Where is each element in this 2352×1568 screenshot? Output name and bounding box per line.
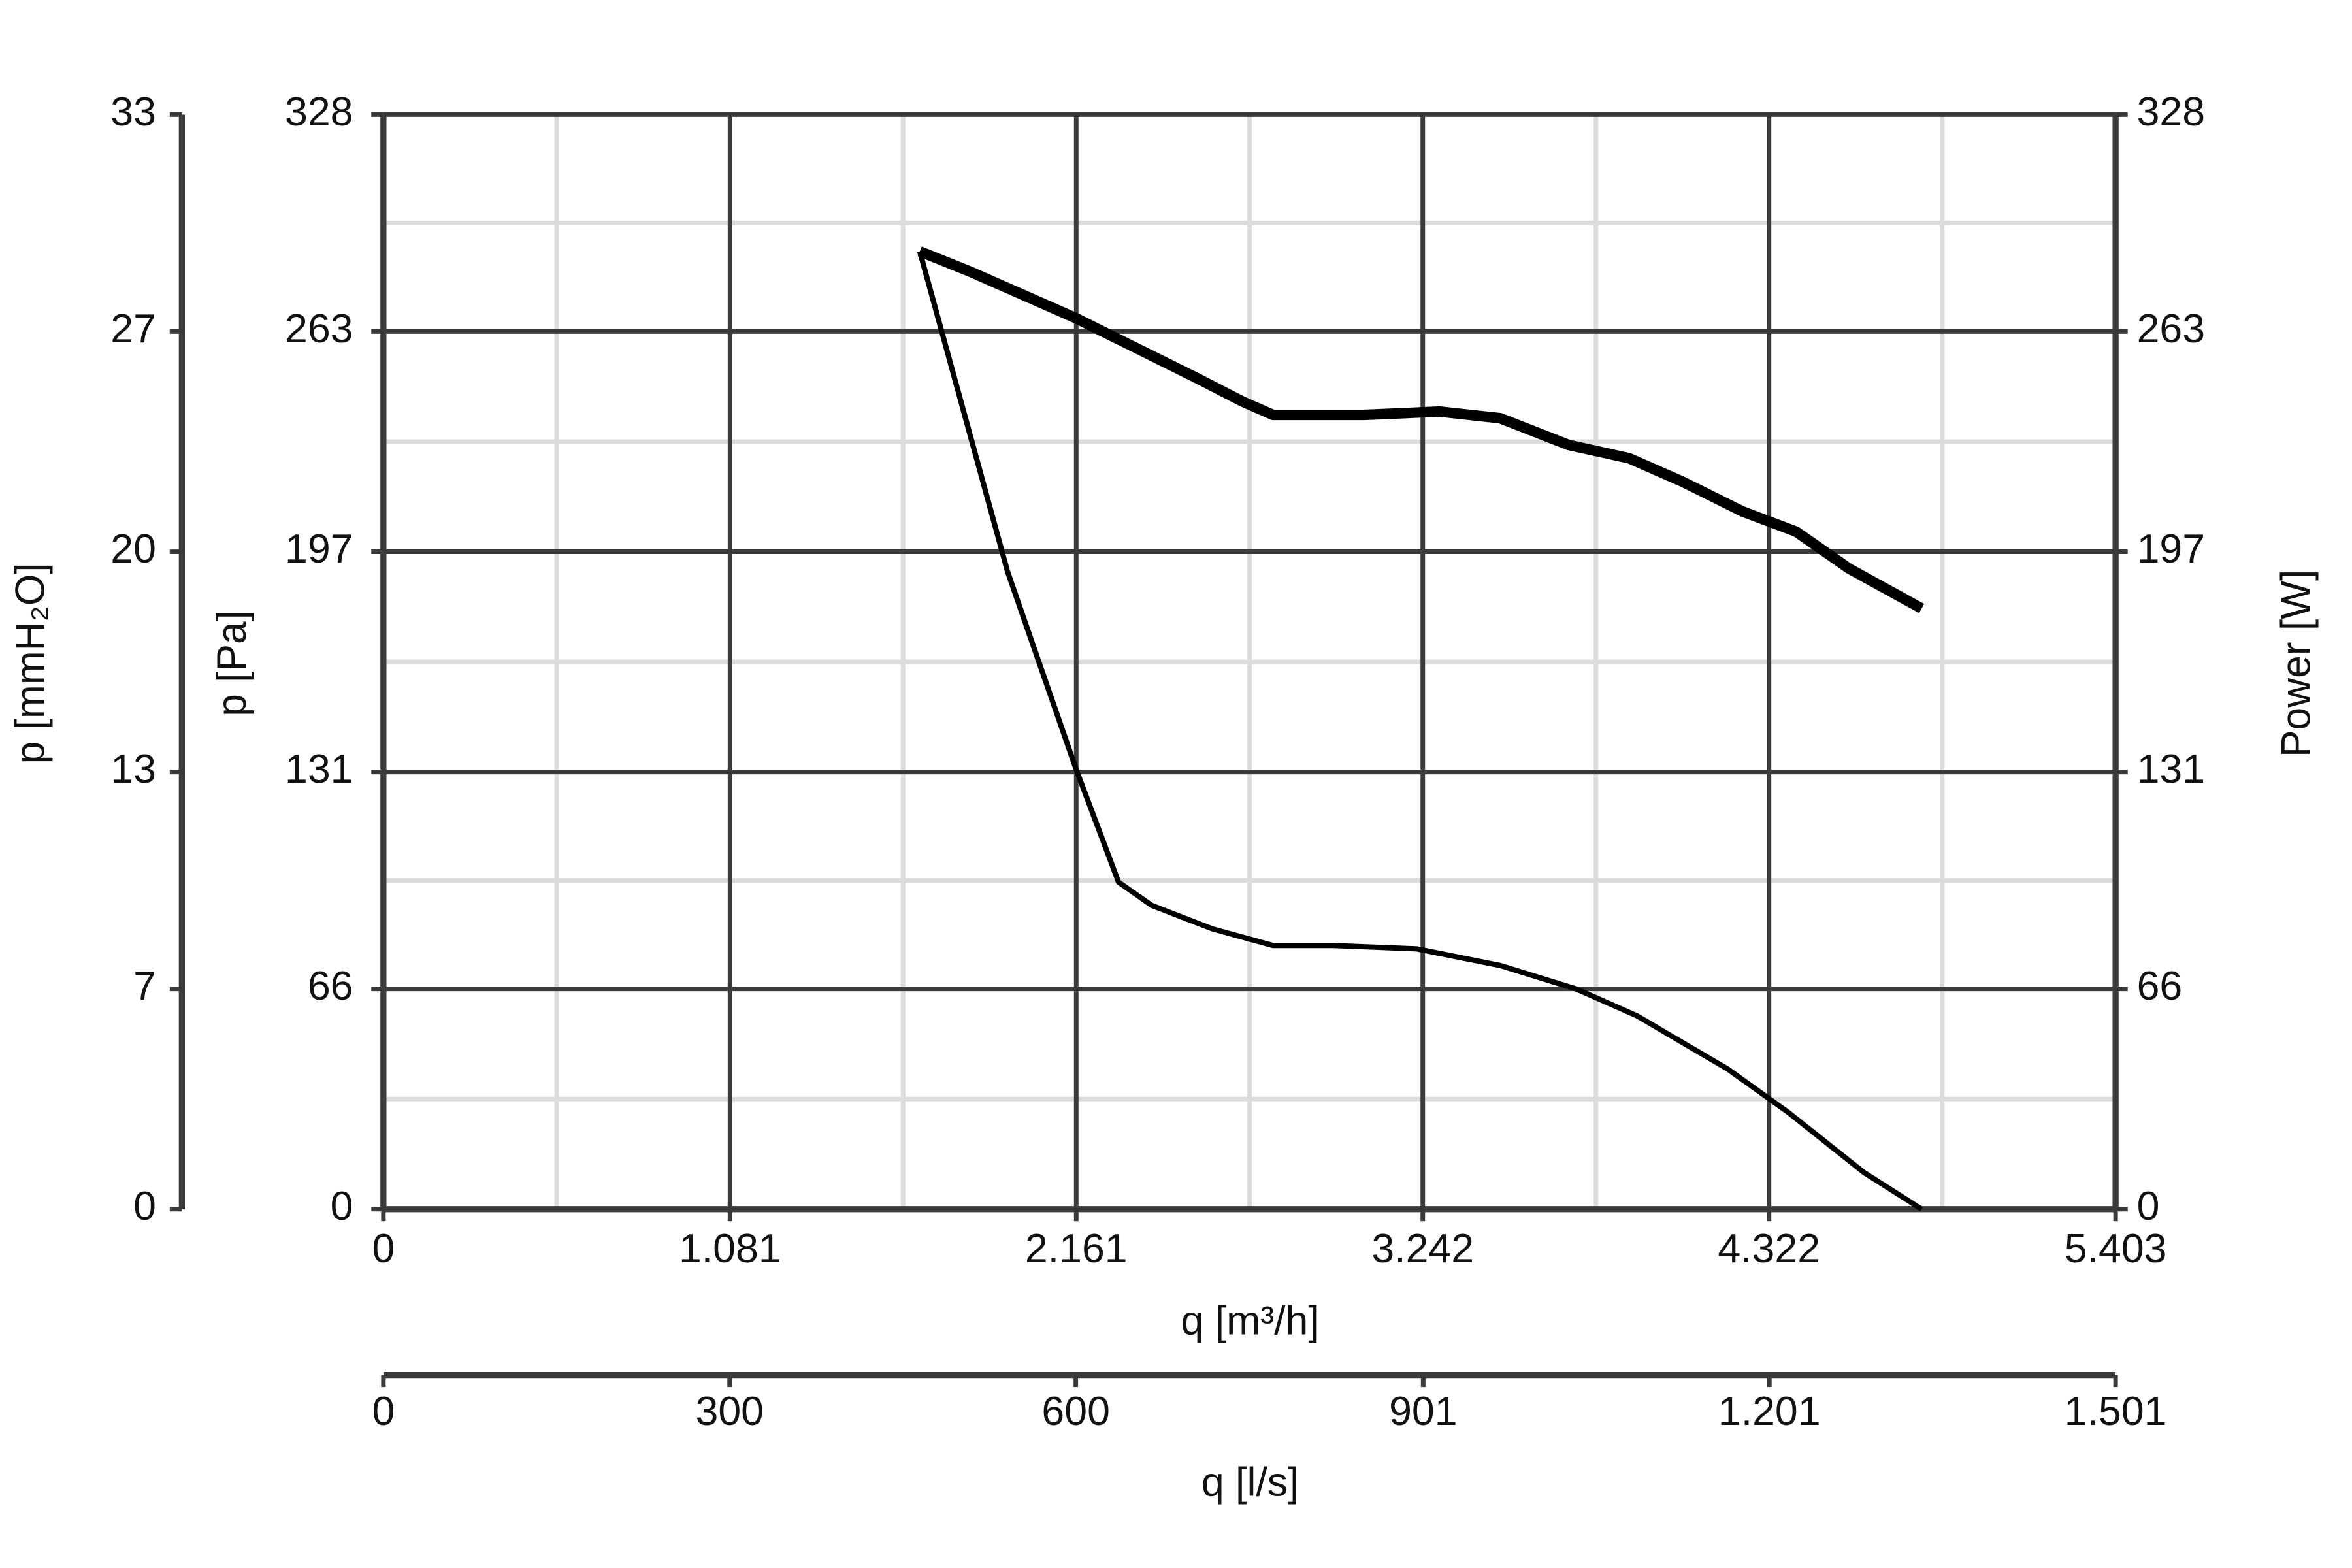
x2-tick-label: 0 (372, 1388, 395, 1434)
x2-tick-label: 300 (696, 1388, 764, 1434)
y-tick-label: 197 (285, 526, 353, 572)
x-tick-label: 3.242 (1371, 1226, 1474, 1271)
y2-tick-label: 197 (2137, 526, 2205, 572)
y-axis-label: p [Pa] (209, 610, 255, 717)
x-tick-label: 2.161 (1025, 1226, 1128, 1271)
y2-axis-label: Power [W] (2273, 570, 2319, 757)
data-line (917, 246, 1925, 613)
x-tick-label: 4.322 (1718, 1226, 1820, 1271)
y2-tick-label: 263 (2137, 306, 2205, 351)
x-tick-label: 5.403 (2065, 1226, 2167, 1271)
x2-tick-label: 600 (1041, 1388, 1109, 1434)
y2-tick-label: 131 (2137, 746, 2205, 792)
data-line (917, 250, 1923, 1212)
y-tick-label: 66 (308, 963, 353, 1009)
y2-tick-label: 66 (2137, 963, 2183, 1009)
y3-tick-label: 27 (110, 306, 156, 351)
y-tick-label: 328 (285, 89, 353, 135)
y3-tick-label: 7 (133, 963, 156, 1009)
y3-tick-label: 0 (133, 1183, 156, 1229)
y-tick-label: 0 (331, 1183, 353, 1229)
y-tick-label: 131 (285, 746, 353, 792)
x2-tick-label: 1.201 (1718, 1388, 1821, 1434)
y2-tick-label: 328 (2137, 89, 2205, 135)
x-axis-label: q [m³/h] (1181, 1298, 1320, 1344)
y3-tick-label: 13 (110, 746, 156, 792)
x-tick-label: 1.081 (679, 1226, 781, 1271)
x-tick-label: 0 (372, 1226, 395, 1271)
x2-axis-label: q [l/s] (1201, 1460, 1299, 1505)
x2-tick-label: 901 (1389, 1388, 1457, 1434)
x2-tick-label: 1.501 (2065, 1388, 2167, 1434)
y3-tick-label: 20 (110, 526, 156, 572)
y3-axis-label: p [mmH₂O] (7, 563, 53, 764)
y2-tick-label: 0 (2137, 1183, 2160, 1229)
y-tick-label: 263 (285, 306, 353, 351)
y3-tick-label: 33 (110, 89, 156, 135)
